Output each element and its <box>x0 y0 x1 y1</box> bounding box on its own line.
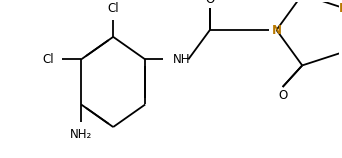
Text: O: O <box>205 0 214 6</box>
Text: NH₂: NH₂ <box>70 128 92 141</box>
Text: N: N <box>272 24 281 36</box>
Text: Cl: Cl <box>107 2 119 15</box>
Text: N: N <box>339 2 342 15</box>
Text: NH: NH <box>173 53 190 66</box>
Text: Cl: Cl <box>42 53 54 66</box>
Text: O: O <box>278 89 287 102</box>
